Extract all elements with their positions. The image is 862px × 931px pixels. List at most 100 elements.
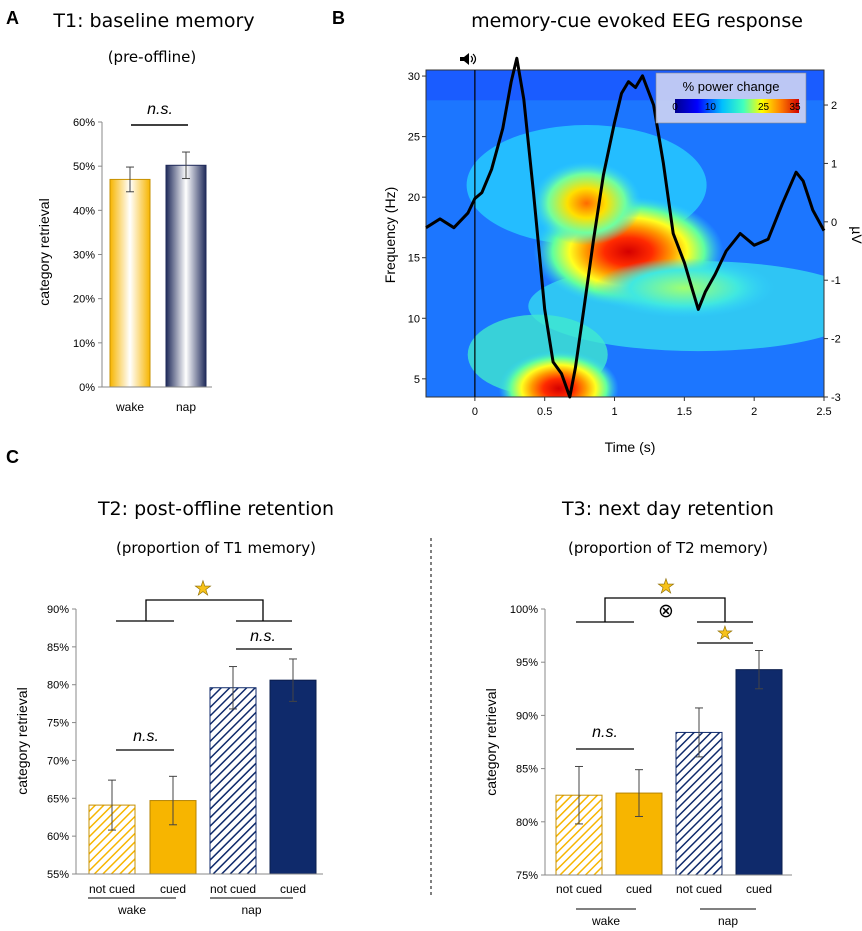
group-label: wake bbox=[117, 903, 146, 917]
panel-a-chart: T1: baseline memory (pre-offline) catego… bbox=[36, 10, 255, 414]
x-tick-label: cued bbox=[280, 882, 306, 896]
group-label: nap bbox=[718, 914, 738, 928]
x-tick-label: wake bbox=[115, 400, 144, 414]
y-tick-label: 50% bbox=[73, 161, 95, 173]
y-tick-label: 80% bbox=[516, 817, 538, 829]
y-tick-label: 60% bbox=[47, 831, 69, 843]
y-axis-label: category retrieval bbox=[36, 198, 52, 305]
y-tick-label: 10 bbox=[408, 313, 420, 325]
panel-c-t3-chart: T3: next day retention (proportion of T2… bbox=[483, 498, 792, 928]
x-tick-label: 2 bbox=[751, 406, 757, 418]
x-tick-label: not cued bbox=[89, 882, 135, 896]
panel-letter-b: B bbox=[332, 8, 345, 28]
y-tick-label: 55% bbox=[47, 869, 69, 881]
y-tick-label: 30% bbox=[73, 250, 95, 262]
y-tick-label: 20 bbox=[408, 192, 420, 204]
y-tick-label: 20% bbox=[73, 294, 95, 306]
colorbar-label: % power change bbox=[683, 79, 780, 94]
chart-title: T1: baseline memory bbox=[52, 10, 254, 32]
y-tick-label: 15 bbox=[408, 253, 420, 265]
x-tick-label: 1 bbox=[611, 406, 617, 418]
y-tick-label: 75% bbox=[516, 870, 538, 882]
x-tick-label: 1.5 bbox=[677, 406, 692, 418]
sig-label-ns: n.s. bbox=[133, 728, 159, 745]
y-tick-label: 95% bbox=[516, 657, 538, 669]
chart-title: T2: post-offline retention bbox=[97, 498, 334, 520]
x-tick-label: not cued bbox=[556, 882, 602, 896]
bar bbox=[165, 164, 207, 388]
sig-label-ns: n.s. bbox=[250, 628, 276, 645]
bar bbox=[269, 679, 317, 875]
interaction-icon: ⊗ bbox=[658, 600, 674, 622]
y-axis-label: Frequency (Hz) bbox=[382, 187, 398, 283]
colorbar-tick-label: 25 bbox=[758, 102, 770, 113]
x-tick-label: cued bbox=[626, 882, 652, 896]
group-label: nap bbox=[241, 903, 261, 917]
y-tick-label: 90% bbox=[47, 604, 69, 616]
significance-bracket bbox=[604, 597, 726, 622]
power-peak bbox=[498, 350, 619, 397]
y2-tick-label: 0 bbox=[831, 217, 837, 229]
significance-bracket bbox=[145, 599, 264, 621]
y-tick-label: 60% bbox=[73, 117, 95, 129]
x-tick-label: nap bbox=[176, 400, 196, 414]
x-tick-label: not cued bbox=[210, 882, 256, 896]
y-tick-label: 85% bbox=[47, 642, 69, 654]
chart-subtitle: (proportion of T2 memory) bbox=[568, 539, 768, 557]
x-tick-label: cued bbox=[160, 882, 186, 896]
panel-b-chart: memory-cue evoked EEG response 0 0.5 1 1.5 2… bbox=[382, 10, 862, 455]
x-tick-label: 0 bbox=[472, 406, 478, 418]
panel-letter-c: C bbox=[6, 447, 19, 467]
power-peak bbox=[531, 161, 642, 246]
power-heatmap bbox=[426, 70, 824, 397]
colorbar: % power change 0 10 25 35 bbox=[655, 72, 807, 124]
bar bbox=[735, 669, 783, 876]
sig-label-ns: n.s. bbox=[592, 724, 618, 741]
y-tick-label: 10% bbox=[73, 338, 95, 350]
chart-title: T3: next day retention bbox=[561, 498, 774, 520]
bar bbox=[209, 687, 257, 875]
star-icon: ★ bbox=[194, 576, 212, 600]
x-tick-label: cued bbox=[746, 882, 772, 896]
y2-tick-label: -2 bbox=[831, 334, 841, 346]
y2-tick-label: -3 bbox=[831, 392, 841, 404]
y-tick-label: 0% bbox=[79, 382, 95, 394]
panel-c-t2-chart: T2: post-offline retention (proportion o… bbox=[14, 498, 334, 917]
star-icon: ★ bbox=[657, 574, 675, 598]
y2-axis-label: µV bbox=[849, 226, 862, 244]
y-axis-label: category retrieval bbox=[14, 687, 30, 794]
x-tick-label: 0.5 bbox=[537, 406, 552, 418]
speaker-icon bbox=[460, 53, 477, 65]
erp-trace-line bbox=[425, 56, 826, 399]
heatmap-frame bbox=[425, 69, 825, 398]
x-axis-label: Time (s) bbox=[605, 439, 656, 455]
y-tick-label: 85% bbox=[516, 764, 538, 776]
x-tick-label: not cued bbox=[676, 882, 722, 896]
y2-tick-label: 2 bbox=[831, 100, 837, 112]
y-tick-label: 25 bbox=[408, 132, 420, 144]
y2-tick-label: -1 bbox=[831, 275, 841, 287]
power-peak bbox=[594, 258, 775, 318]
star-icon: ★ bbox=[717, 623, 733, 644]
y-tick-label: 100% bbox=[510, 604, 538, 616]
y-tick-label: 90% bbox=[516, 710, 538, 722]
panel-letter-a: A bbox=[6, 8, 19, 28]
y-tick-label: 80% bbox=[47, 680, 69, 692]
chart-subtitle: (proportion of T1 memory) bbox=[116, 539, 316, 557]
y-tick-label: 40% bbox=[73, 205, 95, 217]
y-tick-label: 75% bbox=[47, 718, 69, 730]
chart-title: memory-cue evoked EEG response bbox=[471, 10, 803, 32]
group-label: wake bbox=[591, 914, 620, 928]
y-tick-label: 70% bbox=[47, 755, 69, 767]
y-axis-label: category retrieval bbox=[483, 688, 499, 795]
y-tick-label: 65% bbox=[47, 793, 69, 805]
y-tick-label: 5 bbox=[414, 374, 420, 386]
colorbar-tick-label: 35 bbox=[789, 102, 801, 113]
x-tick-label: 2.5 bbox=[816, 406, 831, 418]
colorbar-tick-label: 10 bbox=[705, 102, 717, 113]
bar bbox=[109, 178, 151, 388]
y2-tick-label: 1 bbox=[831, 158, 837, 170]
colorbar-tick-label: 0 bbox=[672, 102, 678, 113]
chart-subtitle: (pre-offline) bbox=[108, 48, 197, 66]
